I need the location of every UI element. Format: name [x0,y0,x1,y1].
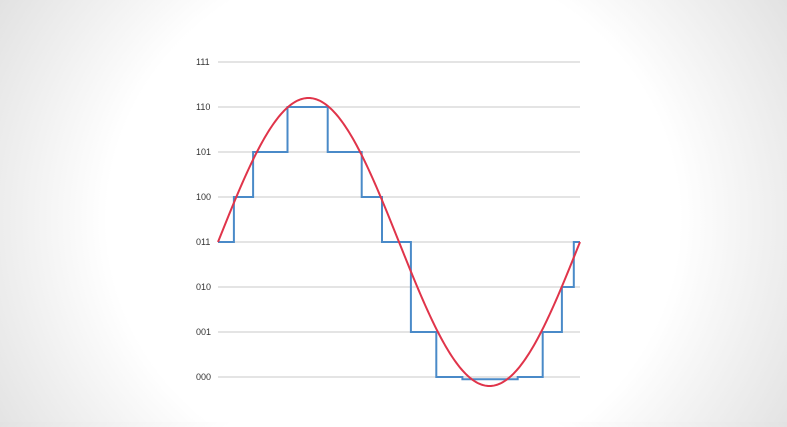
y-tick-label-010: 010 [196,282,211,292]
analog-sine-curve [217,96,581,388]
series-layer [217,96,581,388]
y-tick-label-000: 000 [196,372,211,382]
y-tick-label-001: 001 [196,327,211,337]
y-tick-label-101: 101 [196,147,211,157]
quantized-step-line [218,106,580,381]
y-tick-label-111: 111 [196,57,210,67]
y-tick-label-011: 011 [196,237,210,247]
grid-lines [218,61,580,378]
y-tick-label-100: 100 [196,192,211,202]
y-tick-label-110: 110 [196,102,210,112]
y-axis-tick-labels: 000 001 010 011 100 101 110 111 [196,57,211,382]
